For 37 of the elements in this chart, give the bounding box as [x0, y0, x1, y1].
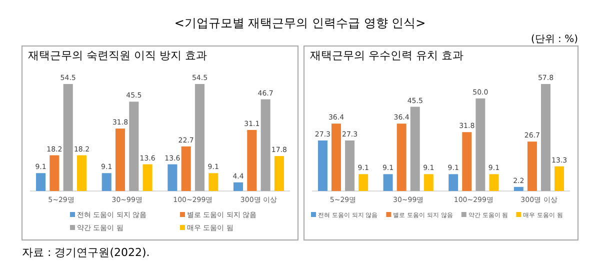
bar [332, 124, 341, 191]
bar [345, 140, 355, 191]
bar [50, 155, 60, 191]
bar [142, 164, 152, 191]
bar [383, 174, 393, 191]
bar [410, 106, 420, 191]
text: 자료 : 경기연구원(2022). [22, 246, 150, 259]
bar [358, 174, 368, 191]
chart-title: 재택근무의 우수인력 유치 효과 [310, 49, 464, 62]
bar [476, 98, 486, 191]
bar [36, 173, 46, 191]
bar [514, 186, 524, 191]
bar [527, 142, 537, 191]
bar [208, 173, 218, 191]
bar [424, 174, 434, 191]
bar [541, 84, 550, 191]
bar [554, 166, 564, 191]
text: (단위 : %) [530, 34, 578, 45]
bar [194, 84, 205, 191]
bar [76, 155, 87, 191]
bar [63, 84, 73, 191]
bar [129, 102, 139, 191]
text: <기업규모별 재택근무의 인력수급 영향 인식> [174, 16, 426, 30]
bar [168, 164, 178, 191]
bar [448, 174, 458, 191]
bar [233, 182, 244, 191]
bar [247, 130, 257, 191]
bar [181, 146, 191, 191]
bar [462, 132, 472, 191]
bar [318, 140, 328, 191]
chart-title: 재택근무의 숙련직원 이직 방지 효과 [28, 49, 207, 62]
bar [274, 156, 284, 191]
bar [396, 124, 406, 191]
bar [489, 174, 499, 191]
bar [102, 173, 112, 191]
bar [115, 128, 126, 191]
bar [260, 99, 270, 191]
